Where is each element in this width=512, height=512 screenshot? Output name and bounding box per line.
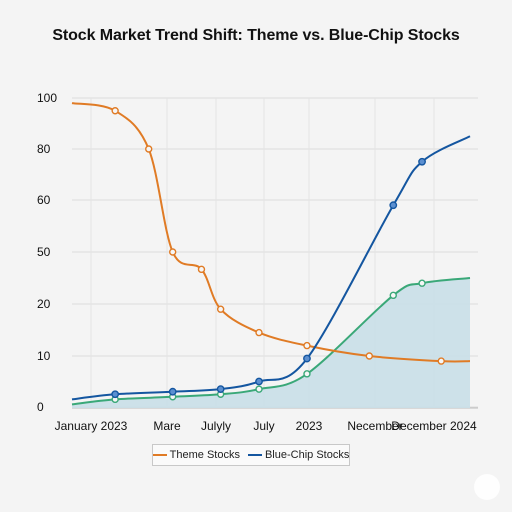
series-0-point-1 bbox=[111, 107, 119, 115]
y-tick-label-20: 20 bbox=[37, 297, 51, 311]
series-0-point-7 bbox=[303, 341, 311, 350]
area-fill bbox=[72, 278, 470, 408]
series-0-point-2 bbox=[145, 145, 153, 153]
corner-badge bbox=[474, 474, 500, 500]
series-2-point-4 bbox=[255, 385, 263, 393]
y-tick-label-0: 0 bbox=[37, 400, 44, 414]
series-2-point-6 bbox=[389, 291, 397, 300]
x-tick-label-5: Necember bbox=[347, 419, 402, 433]
legend-item-theme: Theme Stocks bbox=[152, 449, 240, 461]
series-1-point-4 bbox=[255, 377, 263, 386]
y-tick-label-50: 50 bbox=[37, 245, 51, 259]
legend-swatch-theme bbox=[152, 454, 167, 456]
legend-swatch-bluechip bbox=[247, 454, 262, 456]
legend-label-theme: Theme Stocks bbox=[169, 449, 240, 461]
series-2-point-7 bbox=[418, 279, 426, 287]
series-2-point-5 bbox=[303, 370, 311, 378]
x-tick-label-1: Mare bbox=[153, 419, 181, 433]
x-tick-label-4: 2023 bbox=[296, 419, 323, 433]
x-tick-label-2: Julyly bbox=[201, 419, 231, 433]
series-0-point-4 bbox=[197, 265, 206, 274]
series-0-point-5 bbox=[216, 305, 225, 313]
series-0-point-9 bbox=[437, 357, 445, 365]
legend-item-bluechip: Blue-Chip Stocks bbox=[247, 449, 350, 461]
y-tick-label-80: 80 bbox=[37, 142, 51, 156]
series-1-point-1 bbox=[111, 390, 120, 399]
series-0-point-3 bbox=[168, 248, 177, 256]
series-0-point-6 bbox=[255, 328, 263, 337]
y-tick-label-60: 60 bbox=[37, 193, 51, 207]
x-tick-label-3: July bbox=[253, 419, 274, 433]
series-line-1 bbox=[71, 135, 471, 401]
series-0-point-8 bbox=[365, 352, 374, 360]
legend-label-bluechip: Blue-Chip Stocks bbox=[264, 449, 350, 461]
x-tick-label-0: January 2023 bbox=[55, 419, 128, 433]
y-tick-label-100: 100 bbox=[37, 91, 57, 105]
series-1-point-5 bbox=[303, 354, 311, 363]
chart-title: Stock Market Trend Shift: Theme vs. Blue… bbox=[52, 27, 460, 44]
chart-legend: Theme Stocks Blue-Chip Stocks bbox=[152, 444, 350, 466]
series-1-point-3 bbox=[216, 385, 225, 394]
y-tick-label-10: 10 bbox=[37, 349, 51, 363]
series-1-point-2 bbox=[168, 387, 177, 396]
series-1-point-6 bbox=[389, 201, 398, 210]
series-1-point-7 bbox=[418, 157, 426, 166]
x-tick-label-6: December 2024 bbox=[391, 419, 477, 433]
